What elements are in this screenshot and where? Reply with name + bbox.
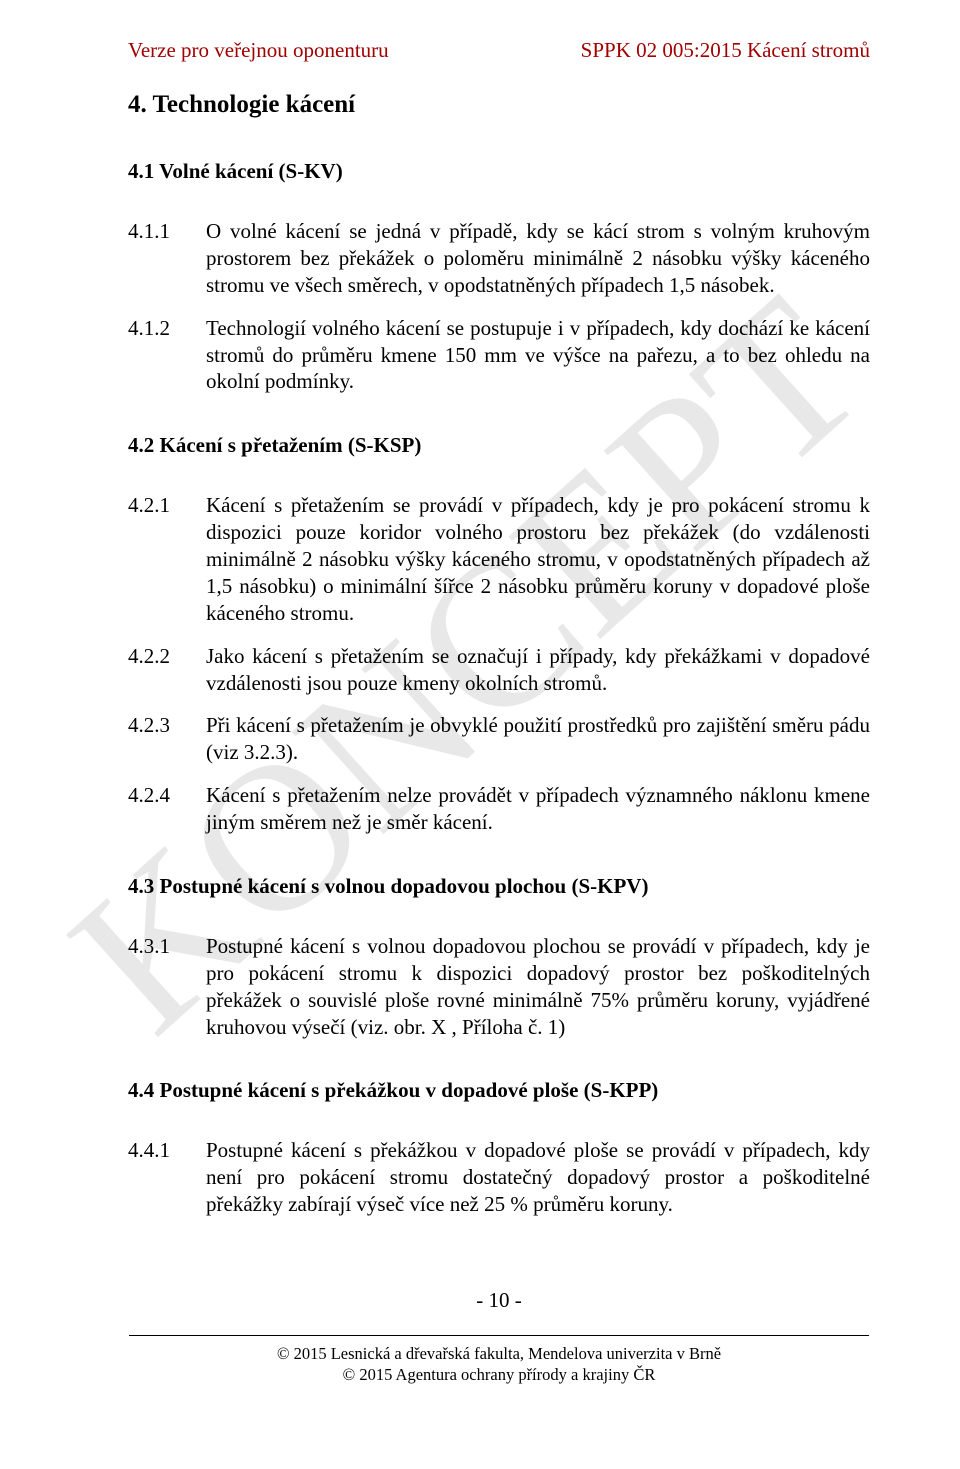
para-4-2-3: 4.2.3 Při kácení s přetažením je obvyklé…: [128, 712, 870, 766]
para-4-2-4: 4.2.4 Kácení s přetažením nelze provádět…: [128, 782, 870, 836]
page-number: - 10 -: [128, 1288, 870, 1313]
heading-4-3: 4.3 Postupné kácení s volnou dopadovou p…: [128, 874, 870, 899]
para-4-2-2: 4.2.2 Jako kácení s přetažením se označu…: [128, 643, 870, 697]
para-text: Postupné kácení s volnou dopadovou ploch…: [206, 933, 870, 1041]
para-num: 4.2.3: [128, 712, 206, 766]
para-text: O volné kácení se jedná v případě, kdy s…: [206, 218, 870, 299]
para-num: 4.2.2: [128, 643, 206, 697]
page-body: Verze pro veřejnou oponenturu SPPK 02 00…: [0, 0, 960, 1425]
para-num: 4.2.1: [128, 492, 206, 626]
para-4-1-2: 4.1.2 Technologií volného kácení se post…: [128, 315, 870, 396]
footer-rule: [129, 1335, 869, 1336]
running-header: Verze pro veřejnou oponenturu SPPK 02 00…: [128, 38, 870, 63]
para-text: Postupné kácení s překážkou v dopadové p…: [206, 1137, 870, 1218]
para-4-2-1: 4.2.1 Kácení s přetažením se provádí v p…: [128, 492, 870, 626]
para-text: Kácení s přetažením nelze provádět v pří…: [206, 782, 870, 836]
header-left: Verze pro veřejnou oponenturu: [128, 38, 389, 63]
para-text: Jako kácení s přetažením se označují i p…: [206, 643, 870, 697]
para-num: 4.1.1: [128, 218, 206, 299]
para-text: Kácení s přetažením se provádí v případe…: [206, 492, 870, 626]
para-4-4-1: 4.4.1 Postupné kácení s překážkou v dopa…: [128, 1137, 870, 1218]
para-4-3-1: 4.3.1 Postupné kácení s volnou dopadovou…: [128, 933, 870, 1041]
heading-4-2: 4.2 Kácení s přetažením (S-KSP): [128, 433, 870, 458]
footer-line-1: © 2015 Lesnická a dřevařská fakulta, Men…: [277, 1344, 721, 1365]
para-text: Technologií volného kácení se postupuje …: [206, 315, 870, 396]
para-4-1-1: 4.1.1 O volné kácení se jedná v případě,…: [128, 218, 870, 299]
heading-4-4: 4.4 Postupné kácení s překážkou v dopado…: [128, 1078, 870, 1103]
para-num: 4.4.1: [128, 1137, 206, 1218]
para-num: 4.3.1: [128, 933, 206, 1041]
para-num: 4.2.4: [128, 782, 206, 836]
heading-4-1: 4.1 Volné kácení (S-KV): [128, 159, 870, 184]
heading-4: 4. Technologie kácení: [128, 91, 870, 119]
para-text: Při kácení s přetažením je obvyklé použi…: [206, 712, 870, 766]
header-right: SPPK 02 005:2015 Kácení stromů: [581, 38, 870, 63]
footer: © 2015 Lesnická a dřevařská fakulta, Men…: [128, 1340, 870, 1385]
para-num: 4.1.2: [128, 315, 206, 396]
footer-line-2: © 2015 Agentura ochrany přírody a krajin…: [343, 1365, 656, 1386]
